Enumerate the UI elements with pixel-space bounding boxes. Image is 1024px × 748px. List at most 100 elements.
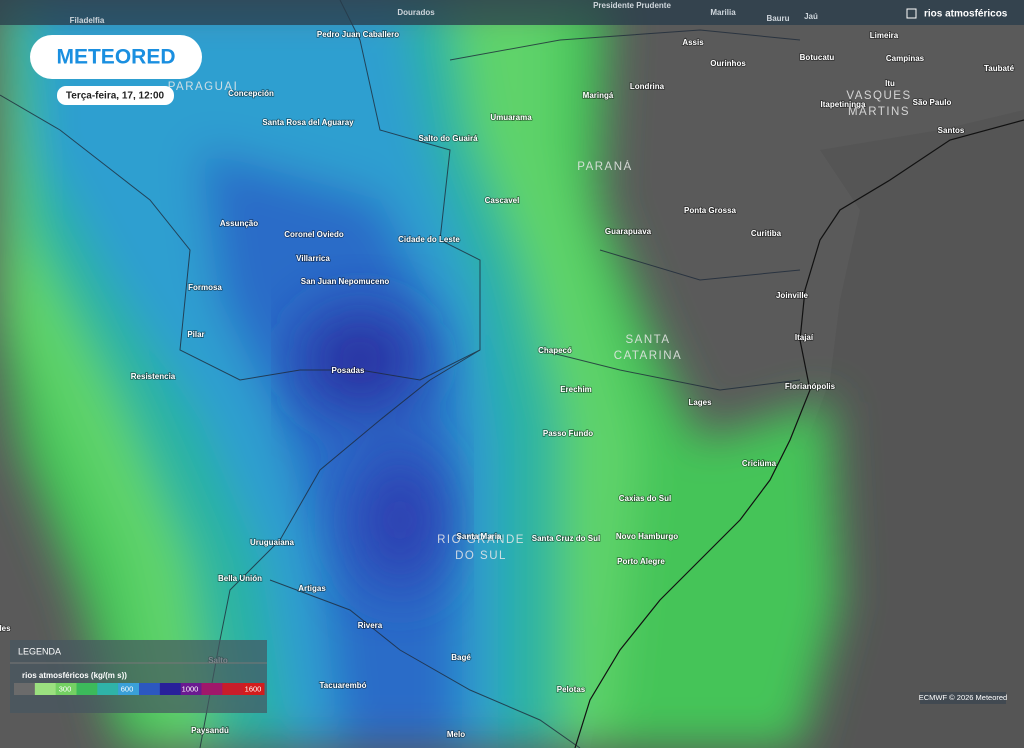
place-label: São Paulo — [913, 98, 952, 107]
legend-tick-label: 300 — [59, 684, 72, 693]
place-label: San Juan Nepomuceno — [301, 277, 390, 286]
place-label: Pilar — [187, 330, 204, 339]
top-place-label: Bauru — [766, 14, 789, 23]
legend-tick-label: 1000 — [182, 684, 199, 693]
place-label: Salto do Guairá — [418, 134, 478, 143]
region-label: VASQUES — [846, 90, 911, 102]
legend-swatch — [159, 683, 182, 695]
date: Terça-feira, 17, 12:00 — [66, 91, 165, 102]
place-label: Posadas — [332, 366, 365, 375]
place-label: Maringá — [583, 91, 614, 100]
place-label: Cidade do Leste — [398, 235, 460, 244]
place-label: les — [0, 624, 11, 633]
place-label: Santa Cruz do Sul — [532, 534, 600, 543]
legend-swatch — [139, 683, 161, 695]
place-label: Lages — [688, 398, 712, 407]
place-label: Joinville — [776, 291, 809, 300]
place-label: Tacuarembó — [320, 681, 367, 690]
place-label: Chapecó — [538, 346, 572, 355]
place-label: Assunção — [220, 219, 258, 228]
borders — [0, 0, 801, 748]
place-label: Umuarama — [490, 113, 532, 122]
date-box — [57, 86, 174, 105]
region-label: PARAGUAI — [168, 81, 239, 93]
place-label: Uruguaiana — [250, 538, 295, 547]
top-place-label: Dourados — [397, 8, 435, 17]
place-label: Melo — [447, 730, 465, 739]
legend-swatch — [201, 683, 223, 695]
place-label: Santa Rosa del Aguaray — [262, 118, 354, 127]
layer-name: rios atmosféricos — [924, 9, 1008, 20]
place-label: Passo Fundo — [543, 429, 593, 438]
region-label: PARANÁ — [577, 160, 632, 173]
legend-swatch — [97, 683, 119, 695]
logo-box[interactable] — [30, 35, 202, 79]
top-place-label: Marilia — [710, 8, 736, 17]
place-label: Ourinhos — [710, 59, 746, 68]
top-place-label: Presidente Prudente — [593, 1, 671, 10]
place-label: Campinas — [886, 54, 925, 63]
place-label: Novo Hamburgo — [616, 532, 678, 541]
legend-swatch — [34, 683, 57, 695]
legend-swatch — [222, 683, 244, 695]
place-label: Resistencia — [131, 372, 176, 381]
place-label: Itu — [885, 79, 895, 88]
moisture-core — [300, 310, 445, 590]
place-label: Curitiba — [751, 229, 782, 238]
region-label: DO SUL — [455, 550, 507, 562]
place-label: Taubaté — [984, 64, 1015, 73]
place-label: Santa Maria — [457, 532, 502, 541]
place-label: Florianópolis — [785, 382, 836, 391]
credit-box — [920, 692, 1006, 704]
place-label: Botucatu — [800, 53, 835, 62]
place-label: Guarapuava — [605, 227, 652, 236]
place-label: Artigas — [298, 584, 326, 593]
labels: Filadelfia Dourados Presidente Prudente Mar… — [0, 1, 1015, 740]
place-label: Bagé — [451, 653, 471, 662]
place-label: Ponta Grossa — [684, 206, 737, 215]
place-label: Concepción — [228, 89, 274, 98]
legend-title: LEGENDA — [18, 646, 61, 656]
legend-swatch — [76, 683, 98, 695]
place-label: Itajaí — [795, 333, 814, 342]
legend-swatch — [55, 683, 77, 695]
place-label: Erechim — [560, 385, 592, 394]
place-label: Itapetininga — [821, 100, 866, 109]
place-label: Bella Unión — [218, 574, 262, 583]
region-label: CATARINA — [614, 350, 682, 362]
legend-swatch — [118, 683, 140, 695]
legend-swatch — [180, 683, 202, 695]
layer-icon — [906, 8, 917, 19]
place-label: Villarrica — [296, 254, 330, 263]
place-label: Formosa — [188, 283, 222, 292]
top-place-label: Jaú — [804, 12, 818, 21]
place-label: Rivera — [358, 621, 383, 630]
region-label: SANTA — [626, 334, 671, 346]
legend-unit: rios atmosféricos (kg/(m s)) — [22, 671, 127, 680]
place-label: Cascavel — [485, 196, 520, 205]
region-label: MARTINS — [848, 106, 910, 118]
place-label: Santos — [938, 126, 965, 135]
coastline — [574, 119, 1024, 748]
region-label: RIO GRANDE — [437, 534, 525, 546]
place-label: Limeira — [870, 31, 899, 40]
place-label: Assis — [682, 38, 704, 47]
legend-tick-label: 600 — [121, 684, 134, 693]
place-label: Londrina — [630, 82, 665, 91]
top-bar — [0, 0, 1024, 25]
legend-ramp: 300 600 1000 1600 — [14, 683, 265, 695]
place-label: Porto Alegre — [617, 557, 665, 566]
place-label: Coronel Oviedo — [284, 230, 344, 239]
legend-box — [10, 640, 267, 713]
legend-swatch — [243, 683, 265, 695]
place-label: Caxias do Sul — [619, 494, 671, 503]
place-label: Pelotas — [557, 685, 586, 694]
credit: ECMWF © 2026 Meteored — [919, 693, 1007, 702]
legend-tick-label: 1600 — [245, 684, 262, 693]
place-label: Paysandú — [191, 726, 229, 735]
top-place-label: Filadelfia — [70, 16, 105, 25]
legend-swatch — [14, 683, 36, 695]
place-label: Criciúma — [742, 459, 777, 468]
logo[interactable]: METEORED — [56, 46, 175, 69]
